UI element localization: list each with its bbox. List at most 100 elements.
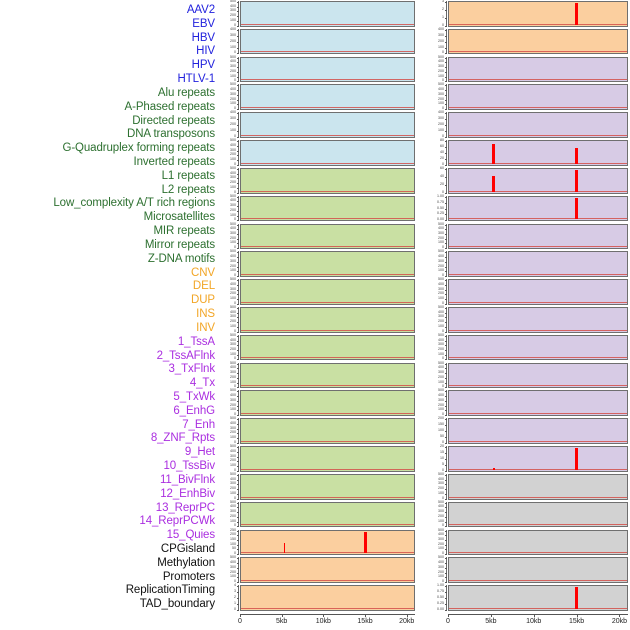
y-tick-label: 200 bbox=[230, 458, 236, 463]
track-plot-box bbox=[448, 418, 628, 444]
y-tick-label: 200 bbox=[230, 207, 236, 212]
y-tick-label: 500 bbox=[438, 305, 444, 309]
y-tick-mark bbox=[237, 67, 239, 69]
track-plot-box bbox=[240, 28, 415, 55]
track-plot-box bbox=[448, 223, 628, 250]
track-y-axis: 0 100 200 300 400 500 bbox=[220, 166, 239, 194]
x-tick-label: 0 bbox=[446, 618, 450, 625]
y-tick-mark bbox=[237, 516, 239, 518]
y-tick-label: 500 bbox=[438, 332, 444, 337]
y-tick-label: 200 bbox=[230, 513, 236, 518]
track-y-axis: 0 100 200 300 400 500 bbox=[220, 55, 239, 83]
y-axis-line bbox=[238, 473, 239, 500]
y-tick-mark bbox=[237, 206, 239, 208]
track-baseline bbox=[241, 107, 414, 109]
y-tick-mark bbox=[237, 47, 239, 49]
y-tick-label: 400 bbox=[438, 365, 444, 370]
y-tick-label: 400 bbox=[438, 476, 444, 481]
track-plot-area bbox=[449, 30, 627, 54]
track-y-axis: 0 100 200 300 400 500 bbox=[220, 278, 239, 305]
y-tick-mark bbox=[445, 512, 447, 514]
track-label: 12_EnhBiv bbox=[160, 487, 215, 500]
track-y-axis: 0 100 200 300 400 bbox=[428, 111, 447, 138]
x-tick-label: 20kb bbox=[399, 618, 415, 625]
y-tick-label: 300 bbox=[438, 481, 444, 486]
track-label: 8_ZNF_Rpts bbox=[150, 432, 215, 445]
y-tick-mark bbox=[237, 359, 239, 361]
x-axis: 0 5kb 10kb 15kb 20kb bbox=[238, 614, 415, 630]
track-y-axis: 0 100 200 300 400 500 bbox=[220, 556, 239, 583]
y-tick-mark bbox=[445, 158, 447, 160]
track-label: 3_TxFlnk bbox=[168, 363, 216, 376]
x-axis-line bbox=[240, 614, 415, 615]
track-plot-box bbox=[448, 167, 628, 194]
y-tick-label: 200 bbox=[230, 569, 236, 574]
y-tick-mark bbox=[237, 257, 239, 259]
y-tick-label: 100 bbox=[438, 490, 444, 495]
y-tick-mark bbox=[445, 257, 447, 259]
y-tick-label: 0.25 bbox=[437, 211, 444, 216]
y-tick-mark bbox=[237, 603, 239, 605]
y-tick-mark bbox=[445, 349, 447, 351]
track-plot-area bbox=[241, 475, 414, 499]
track-label: L1 repeats bbox=[161, 169, 215, 182]
y-tick-mark bbox=[237, 526, 239, 528]
y-tick-mark bbox=[445, 359, 447, 361]
track-baseline bbox=[449, 579, 627, 581]
y-tick-label: 0 bbox=[234, 272, 236, 277]
track-plot-box bbox=[240, 585, 415, 611]
track-row: 0.00 0.25 0.50 0.75 1.00 bbox=[428, 194, 628, 222]
y-tick-mark bbox=[237, 340, 239, 342]
track-label: 14_ReprPCWk bbox=[139, 515, 215, 528]
track-baseline bbox=[241, 496, 414, 498]
track-baseline bbox=[241, 51, 414, 53]
y-tick-label: 300 bbox=[230, 147, 236, 152]
y-tick-mark bbox=[237, 391, 239, 393]
track-y-axis: 0 100 200 300 400 500 bbox=[428, 305, 447, 333]
y-tick-mark bbox=[445, 493, 447, 495]
track-plot-area bbox=[241, 336, 414, 360]
y-tick-label: 60 bbox=[440, 143, 444, 148]
y-tick-label: 300 bbox=[230, 453, 236, 458]
y-tick-label: 200 bbox=[438, 416, 444, 421]
y-tick-mark bbox=[445, 76, 447, 78]
y-tick-label: 400 bbox=[230, 560, 236, 565]
y-tick-label: 40 bbox=[440, 173, 444, 178]
y-tick-label: 20 bbox=[440, 444, 444, 449]
track-plot-box bbox=[448, 84, 628, 111]
y-tick-mark bbox=[237, 507, 239, 509]
track-row: 0 1 2 3 bbox=[428, 0, 628, 27]
track-baseline bbox=[449, 190, 627, 192]
track-row: 0 100 200 300 400 500 bbox=[428, 528, 628, 556]
track-y-axis: 0 100 200 300 400 500 bbox=[220, 0, 239, 27]
y-tick-mark bbox=[445, 41, 447, 43]
y-tick-mark bbox=[237, 192, 239, 194]
y-tick-mark bbox=[237, 248, 239, 250]
y-tick-mark bbox=[445, 354, 447, 356]
y-tick-label: 1 bbox=[442, 14, 444, 19]
track-row: 0 100 200 300 400 500 bbox=[428, 332, 628, 361]
y-tick-mark bbox=[237, 465, 239, 467]
y-tick-label: 400 bbox=[230, 170, 236, 175]
track-plot-area bbox=[449, 586, 627, 610]
y-tick-label: 200 bbox=[438, 541, 444, 546]
track-plot-area bbox=[449, 197, 627, 221]
track-baseline bbox=[449, 385, 627, 387]
y-tick-mark bbox=[237, 410, 239, 412]
y-tick-label: 0 bbox=[442, 523, 444, 528]
y-tick-label: 500 bbox=[438, 499, 444, 504]
y-tick-label: 0 bbox=[234, 606, 236, 611]
y-tick-label: 150 bbox=[438, 422, 444, 427]
y-tick-mark bbox=[445, 431, 447, 433]
y-tick-label: 200 bbox=[230, 430, 236, 435]
y-tick-label: 400 bbox=[438, 309, 444, 314]
track-plot-box bbox=[240, 473, 415, 500]
track-plot-box bbox=[240, 334, 415, 361]
y-tick-mark bbox=[237, 275, 239, 277]
y-tick-mark bbox=[445, 470, 447, 472]
y-tick-label: 100 bbox=[230, 541, 236, 546]
y-tick-mark bbox=[237, 363, 239, 365]
track-plot-area bbox=[241, 85, 414, 109]
y-tick-mark bbox=[445, 62, 447, 64]
y-tick-mark bbox=[237, 261, 239, 263]
